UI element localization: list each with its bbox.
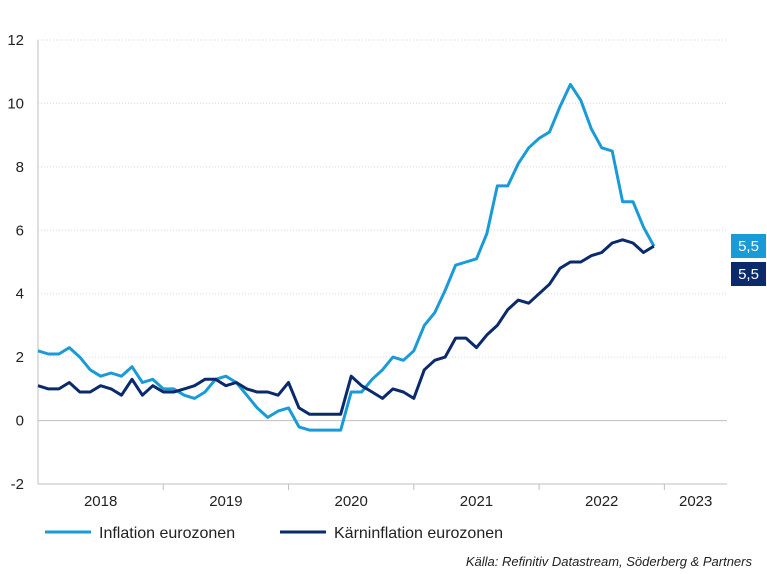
x-tick-label: 2020: [334, 493, 367, 510]
y-tick-label: 8: [16, 159, 24, 176]
gridlines: [38, 39, 727, 485]
series-line-2: [37, 238, 655, 416]
y-tick-label: 12: [7, 32, 24, 49]
x-axis-ticks: 2018 2019 2020 2021 2022 2023: [84, 484, 712, 510]
end-labels: 5,5 5,5: [731, 234, 766, 286]
series-line-1: [37, 82, 656, 432]
series-group: [37, 82, 656, 432]
end-label-box-2: [731, 262, 766, 286]
x-tick-label: 2018: [84, 493, 117, 510]
end-label-1: 5,5: [738, 238, 759, 255]
legend: Inflation eurozonen Kärninflation eurozon…: [45, 525, 503, 542]
x-tick-label: 2022: [585, 493, 618, 510]
y-tick-label: 2: [16, 349, 24, 366]
y-tick-label: 0: [16, 413, 24, 430]
legend-label-2: Kärninflation eurozonen: [334, 525, 503, 542]
y-tick-label: 10: [7, 95, 24, 112]
source-note: Källa: Refinitiv Datastream, Söderberg &…: [466, 554, 753, 569]
y-tick-label: 4: [16, 286, 24, 303]
x-tick-label: 2023: [679, 493, 712, 510]
end-label-2: 5,5: [738, 266, 759, 283]
y-axis-ticks: -2 0 2 4 6 8 10 12: [7, 32, 24, 493]
y-tick-label: 6: [16, 222, 24, 239]
y-tick-label: -2: [11, 476, 24, 493]
x-tick-label: 2021: [460, 493, 493, 510]
legend-label-1: Inflation eurozonen: [99, 525, 235, 542]
x-tick-label: 2019: [209, 493, 242, 510]
end-label-box-1: [731, 234, 766, 258]
